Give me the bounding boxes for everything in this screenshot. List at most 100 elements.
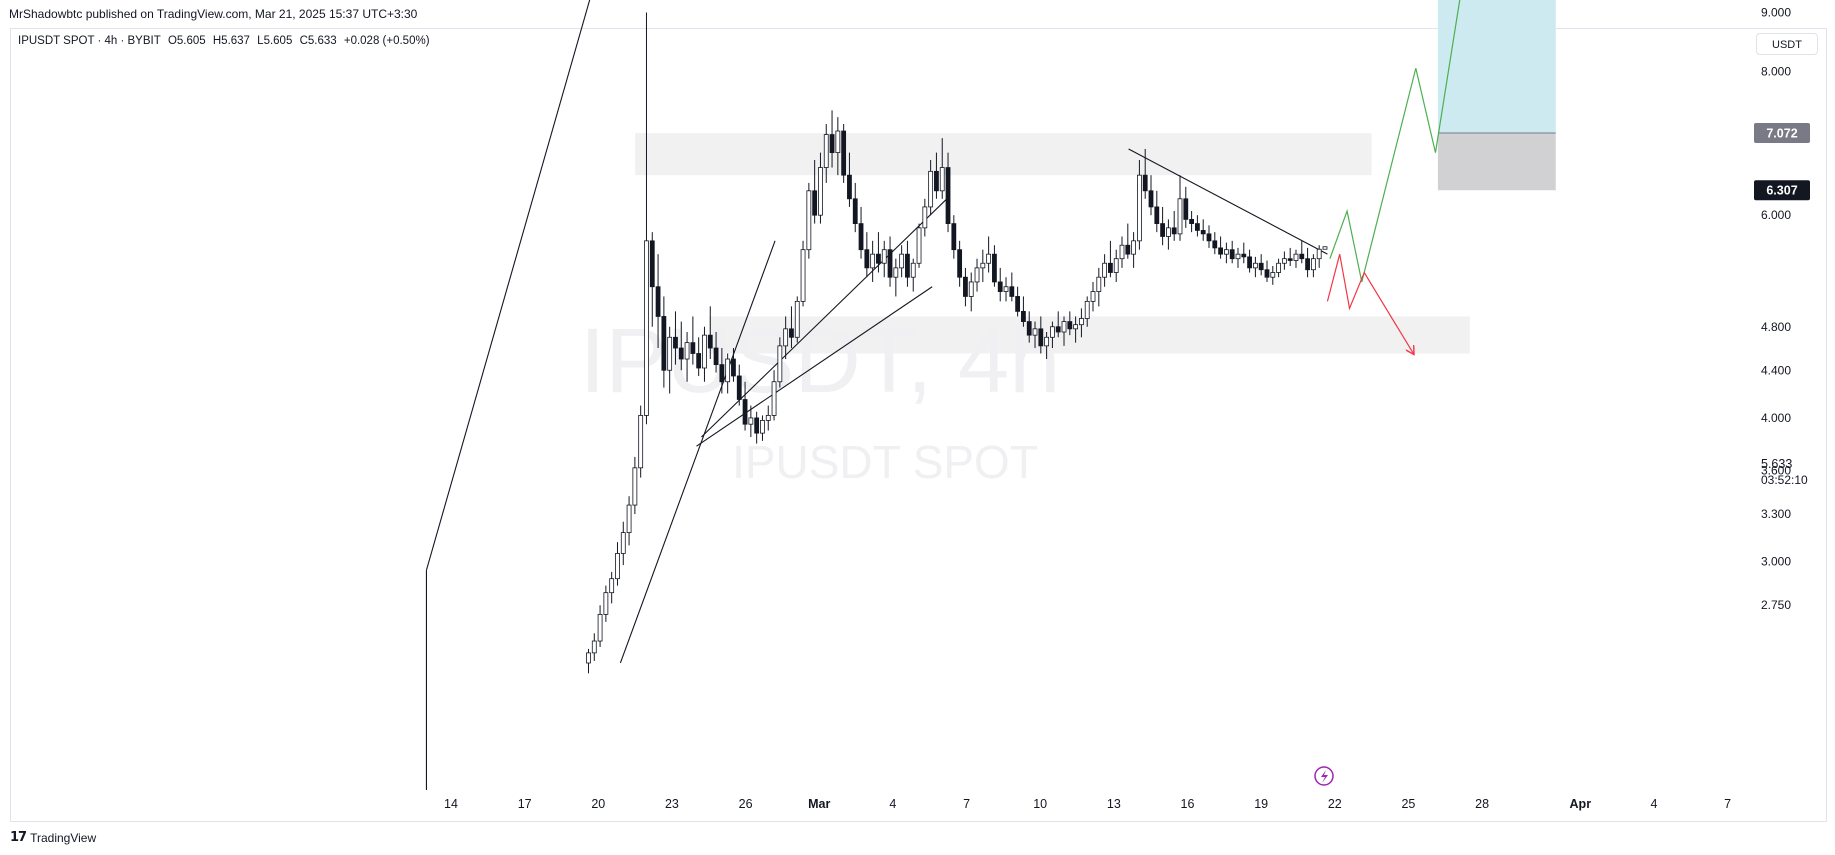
candle-body-down [1183, 198, 1189, 220]
candle [678, 321, 684, 371]
candle [1015, 286, 1021, 317]
candle [864, 232, 870, 278]
candle-body-up [899, 253, 905, 269]
price-label-last: 6.307 [1766, 184, 1797, 198]
candle-body-down [661, 316, 667, 371]
candle [661, 296, 667, 388]
currency-button[interactable]: USDT [1756, 33, 1818, 55]
y-tick-label: 4.400 [1761, 363, 1791, 377]
candle-body-down [1189, 218, 1194, 224]
publisher-line: MrShadowbtc published on TradingView.com… [9, 7, 418, 21]
last-price-label: 5.633 [1761, 457, 1792, 471]
candle-body-up [881, 249, 887, 264]
candle-body-up [783, 328, 789, 347]
candle-body-down [951, 223, 957, 251]
symbol-legend[interactable]: IPUSDT SPOT · 4h · BYBIT O5.605 H5.637 L… [18, 35, 434, 47]
candle [881, 240, 887, 278]
candle-body-down [852, 198, 858, 224]
candle [1247, 249, 1252, 273]
candle-body-up [980, 262, 986, 269]
candle-body-up [644, 240, 649, 416]
candle-body-down [673, 336, 678, 349]
zone-stop [1437, 133, 1556, 191]
candle-body-up [1177, 198, 1183, 235]
candle-body-up [1322, 246, 1328, 250]
footer-brand[interactable]: 17 TradingView [10, 830, 96, 845]
lightning-icon[interactable] [1314, 766, 1334, 786]
candle-body-down [841, 130, 847, 176]
y-tick-label: 3.600 [1761, 464, 1791, 478]
candle-body-down [696, 353, 702, 369]
candle-body-down [789, 328, 794, 338]
price-label-entry: 7.072 [1766, 127, 1797, 141]
candle [1252, 256, 1258, 278]
candle [806, 182, 812, 259]
zone-target [1437, 0, 1556, 134]
candle [1177, 175, 1183, 241]
candle-body-up [974, 267, 980, 283]
candle [835, 117, 841, 176]
candle-body-up [632, 467, 638, 506]
candle-body-up [1050, 326, 1055, 338]
x-tick-label: 7 [1724, 797, 1731, 811]
candle-body-up [1003, 286, 1009, 292]
candle [847, 152, 852, 207]
candle [1009, 272, 1015, 302]
candle-body-down [736, 375, 742, 400]
candle-body-down [829, 134, 835, 154]
candle [963, 267, 968, 307]
candle [870, 240, 876, 282]
candle-body-up [1316, 248, 1322, 260]
candle-body-up [794, 300, 800, 338]
candle [667, 326, 673, 394]
candle-body-down [1154, 206, 1160, 224]
candle [783, 316, 789, 360]
candle-body-up [765, 415, 771, 421]
candle-body-down [1148, 190, 1154, 208]
candle-body-up [1096, 276, 1102, 292]
candle [1316, 245, 1322, 268]
candle-body-up [939, 167, 945, 192]
candle-body-down [655, 286, 661, 317]
candle-body-up [835, 130, 841, 154]
x-tick-label: 26 [739, 797, 753, 811]
candle [1055, 311, 1061, 338]
candle-body-down [945, 167, 951, 224]
candle-body-down [992, 253, 997, 283]
candle-body-down [1026, 321, 1032, 336]
zones-layer [635, 0, 1556, 354]
candle-body-down [1218, 247, 1223, 255]
candle [609, 571, 615, 604]
candle-body-down [1206, 233, 1212, 242]
projection-up-path [1329, 0, 1461, 283]
candle [591, 633, 597, 661]
candle [1235, 247, 1241, 268]
candle-body-up [922, 206, 928, 229]
zone-resistance [635, 133, 1372, 176]
candle [1310, 254, 1316, 278]
candle [1119, 236, 1125, 268]
x-tick-label: 23 [665, 797, 679, 811]
candle [702, 326, 707, 382]
y-tick-label: 3.000 [1761, 555, 1791, 569]
candle [812, 160, 818, 224]
candle [1305, 247, 1310, 278]
candle [980, 249, 986, 282]
candle [841, 124, 847, 183]
candle [1050, 321, 1055, 349]
candle [736, 364, 742, 406]
candle [597, 605, 603, 647]
candle-body-down [957, 249, 963, 278]
candle-body-down [713, 347, 719, 366]
footer-brand-label: TradingView [30, 830, 97, 845]
candle [800, 240, 806, 307]
candle-body-down [1055, 326, 1061, 333]
candle-body-up [1166, 227, 1171, 237]
candle [1299, 240, 1305, 264]
candle [876, 232, 881, 273]
candle [690, 316, 696, 365]
candle-body-down [1009, 286, 1015, 297]
candle-body-down [1247, 256, 1252, 269]
candle [905, 240, 910, 287]
